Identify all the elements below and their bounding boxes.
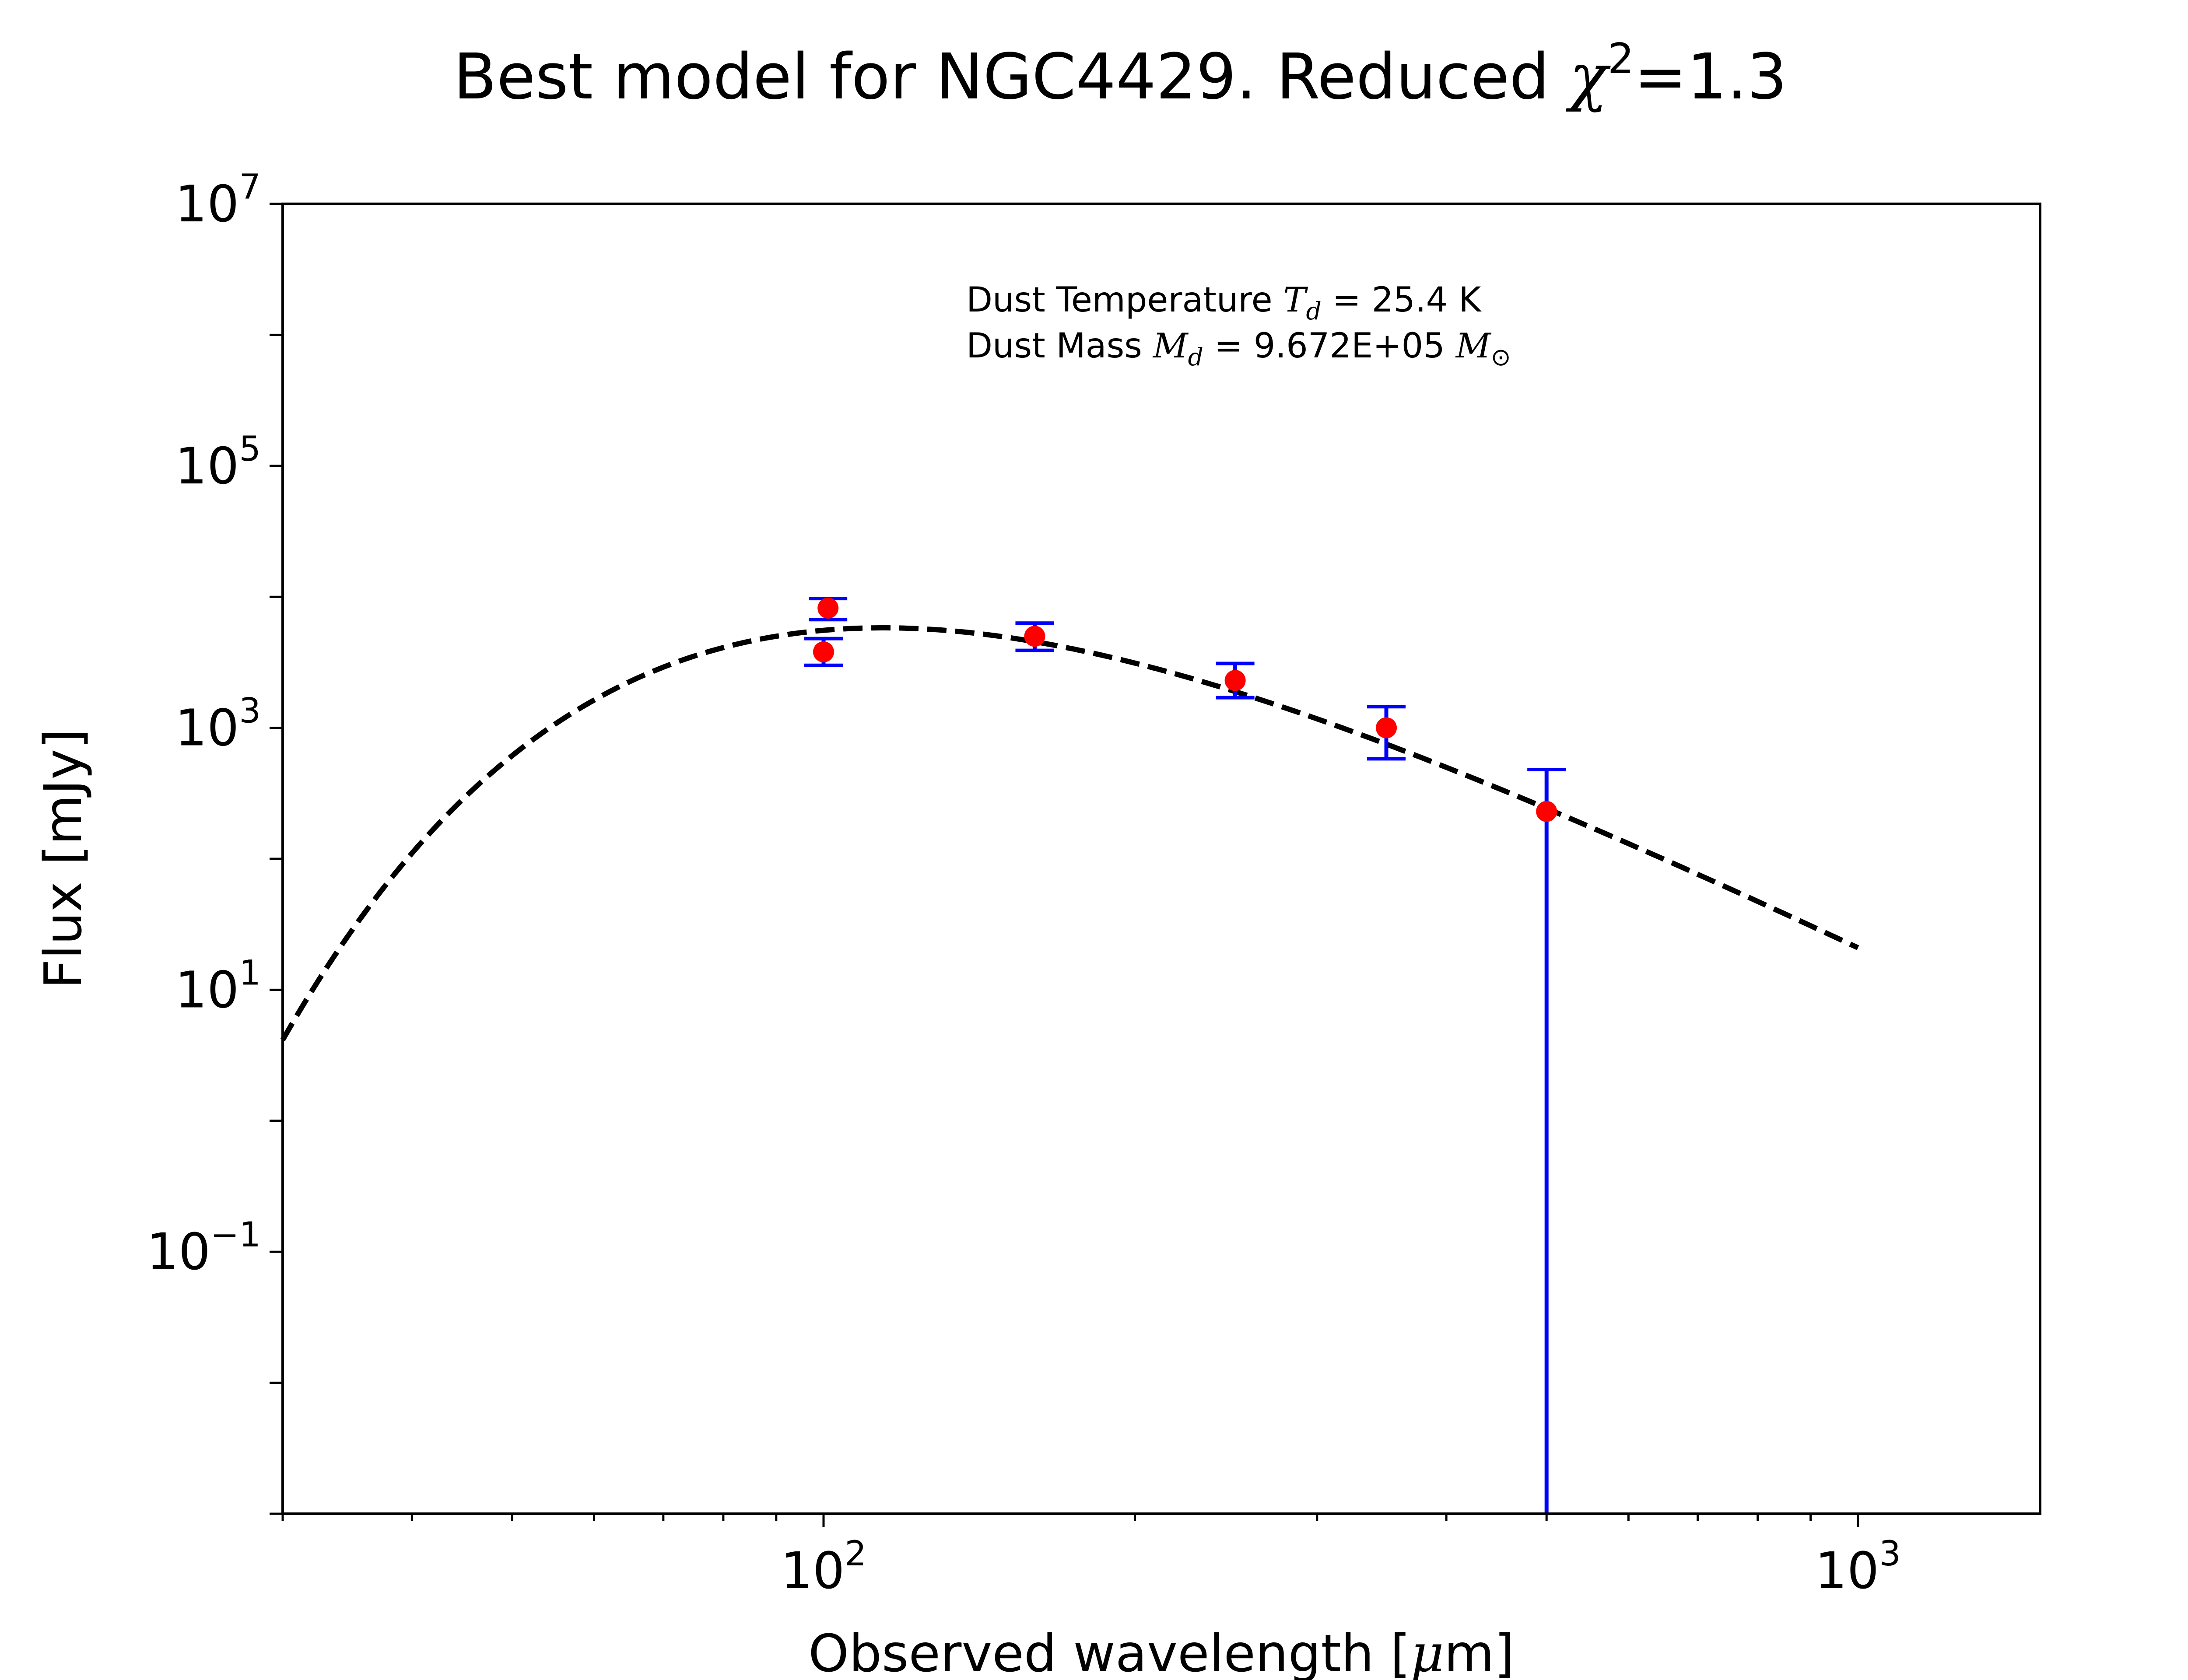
model-curve [280,625,1859,1041]
data-points [813,598,1557,822]
data-point [817,598,839,619]
plot-frame [281,203,2041,1515]
title-suffix: =1.3 [1634,40,1787,113]
data-point [1536,801,1557,822]
y-tick-label: 101 [175,953,261,1019]
y-tick-label: 10−1 [147,1215,261,1281]
ticks: 102 103 10−1 101 103 105 107 [147,168,1901,1600]
data-point [813,641,834,663]
title-chi: χ [1565,40,1611,113]
title-prefix: Best model for NGC4429. Reduced [453,40,1569,113]
chart-title: Best model for NGC4429. Reduced χ2=1.3 [453,35,1787,113]
model-curve-layer [280,625,1859,1041]
x-tick-label: 103 [1815,1534,1901,1600]
annotation-dust-mass: Dust Mass Md = 9.672E+05 M⊙ [966,326,1511,371]
data-point [1224,670,1246,691]
annotation-temperature: Dust Temperature Td = 25.4 K [966,280,1482,325]
title-exponent: 2 [1608,35,1634,83]
y-tick-label: 107 [175,168,261,234]
errorbars [804,597,1566,1514]
y-tick-label: 103 [175,692,261,758]
data-point [1376,717,1397,738]
x-axis-label: Observed wavelength [μm] [808,1623,1515,1680]
data-point [1024,626,1045,647]
y-axis-label: Flux [mJy] [33,729,93,989]
y-tick-label: 105 [175,430,261,496]
x-tick-label: 102 [781,1534,866,1600]
